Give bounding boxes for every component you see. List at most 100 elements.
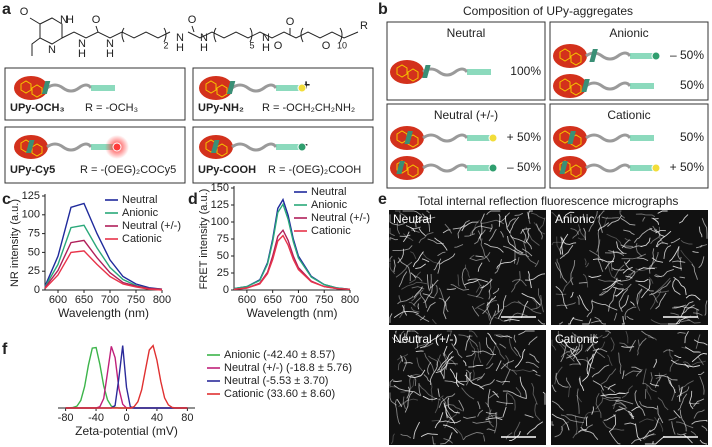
fiber [485,411,498,415]
fiber [610,337,615,352]
fiber [630,433,655,445]
fiber [566,414,587,419]
fiber [502,390,527,399]
tile-label: Neutral (+/-) [393,332,457,346]
fiber [683,433,693,444]
x-tick-label: 600 [49,294,67,306]
x-tick-label: 0 [123,412,129,424]
fiber [393,384,421,396]
box [549,103,709,189]
y-tick-label: 75 [217,233,229,245]
fiber [609,431,621,445]
fiber [477,401,481,410]
fiber [566,353,575,362]
legend-label: Neutral (+/-) [122,220,181,232]
atom-label: H [66,14,74,26]
peg [630,53,654,59]
fiber [585,416,588,427]
fiber [389,227,395,237]
fiber [572,228,581,239]
fiber [502,363,518,375]
fiber [438,420,462,424]
box-label: Anionic [609,26,648,40]
x-tick-label: 800 [341,294,359,306]
fiber [559,244,574,260]
fiber [601,216,619,219]
fiber [408,301,416,307]
item-r: R = -OCH₂CH₂NH₂ [262,102,355,114]
fiber [509,431,521,442]
fiber [427,238,444,245]
fiber [458,334,473,337]
fiber [679,409,687,432]
fiber [613,286,624,290]
fiber [498,213,501,227]
fiber [598,278,624,286]
fiber [525,361,539,369]
series-line [44,202,163,290]
fiber [415,350,424,353]
fiber [561,237,577,245]
fiber [551,421,554,426]
fiber [554,366,563,385]
fiber [435,354,441,366]
ring [29,17,63,45]
series-line [233,234,351,290]
tile-label: Cationic [555,332,598,346]
fiber [514,348,526,368]
fiber [499,343,507,349]
fiber [446,330,453,337]
fiber [640,237,651,248]
fiber [411,289,424,302]
fiber [525,229,530,243]
y-tick-label: 50 [217,250,229,262]
fiber [534,402,541,421]
fiber [577,224,586,238]
fiber [668,416,677,421]
fiber [409,373,422,377]
fiber [480,238,490,263]
fiber [494,258,502,274]
fiber [641,279,651,299]
fiber [649,290,662,310]
fiber [389,237,398,241]
legend-label: Neutral (-5.53 ± 3.70) [224,375,328,387]
fiber [389,263,396,275]
x-axis-label: Zeta-potential (mV) [75,424,178,438]
fiber [412,251,424,268]
fiber [621,345,635,348]
fiber [461,221,479,232]
molecule-icon [390,156,498,180]
fiber [478,213,485,240]
fiber [446,288,457,290]
fiber [438,287,447,307]
fiber [434,395,444,414]
molecule-icon [199,135,307,159]
item-name: UPy-OCH₃ [10,102,65,114]
fiber [573,338,580,360]
fiber [488,228,497,242]
micrograph [389,330,546,445]
fiber [506,218,516,228]
fiber [532,369,538,373]
box [192,67,374,121]
tail [46,142,93,152]
fiber [471,225,492,235]
fiber [571,317,583,322]
end-group [488,163,498,173]
upy-rings [396,64,419,82]
fiber [646,385,652,400]
fiber [592,334,603,339]
fiber [494,416,504,419]
fiber [592,348,608,353]
fiber [597,222,610,232]
peg [91,85,115,91]
fiber [571,332,591,339]
fiber [503,245,523,255]
fiber [684,346,701,353]
box-label: Neutral [447,26,486,40]
fiber [511,279,527,287]
fiber [505,392,508,406]
box-label: Neutral (+/-) [434,108,498,122]
fiber [410,251,417,260]
